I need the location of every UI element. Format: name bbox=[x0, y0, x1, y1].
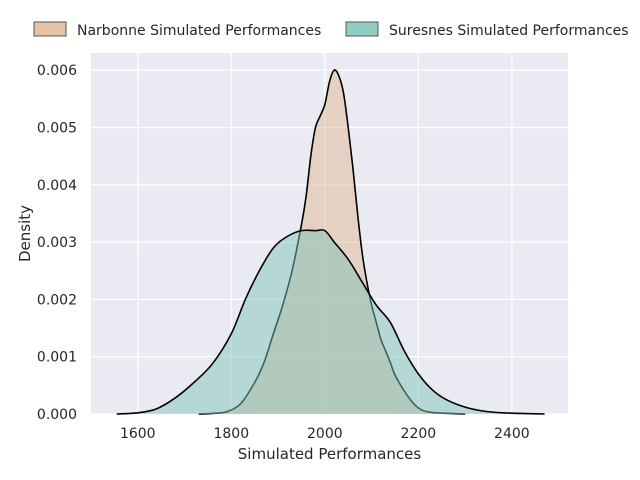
y-tick-label: 0.001 bbox=[37, 350, 77, 366]
density-fill-suresnes bbox=[116, 229, 545, 414]
legend-label-suresnes: Suresnes Simulated Performances bbox=[389, 23, 629, 39]
y-tick-label: 0.006 bbox=[37, 63, 77, 79]
x-tick-label: 1800 bbox=[213, 426, 249, 442]
y-tick-label: 0.000 bbox=[37, 407, 77, 423]
y-tick-label: 0.005 bbox=[37, 120, 77, 136]
x-tick-label: 1600 bbox=[120, 426, 156, 442]
x-axis-label: Simulated Performances bbox=[238, 445, 422, 463]
legend-label-narbonne: Narbonne Simulated Performances bbox=[77, 23, 321, 39]
density-areas bbox=[116, 69, 545, 415]
y-tick-label: 0.004 bbox=[37, 178, 77, 194]
legend-item-narbonne[interactable]: Narbonne Simulated Performances bbox=[33, 21, 321, 39]
y-tick-labels: 0.000 0.001 0.002 0.003 0.004 0.005 0.006 bbox=[37, 63, 77, 423]
legend-swatch-suresnes bbox=[345, 21, 379, 37]
x-tick-labels: 1600 1800 2000 2200 2400 bbox=[120, 426, 530, 442]
x-tick-label: 2200 bbox=[401, 426, 437, 442]
y-tick-label: 0.002 bbox=[37, 292, 77, 308]
x-tick-label: 2000 bbox=[307, 426, 343, 442]
density-line-suresnes bbox=[116, 228, 545, 415]
x-tick-label: 2400 bbox=[494, 426, 530, 442]
y-tick-label: 0.003 bbox=[37, 235, 77, 251]
y-axis-label: Density bbox=[16, 205, 34, 262]
legend: Narbonne Simulated Performances Suresnes… bbox=[33, 21, 629, 39]
legend-item-suresnes[interactable]: Suresnes Simulated Performances bbox=[345, 21, 629, 39]
legend-swatch-narbonne bbox=[33, 21, 67, 37]
